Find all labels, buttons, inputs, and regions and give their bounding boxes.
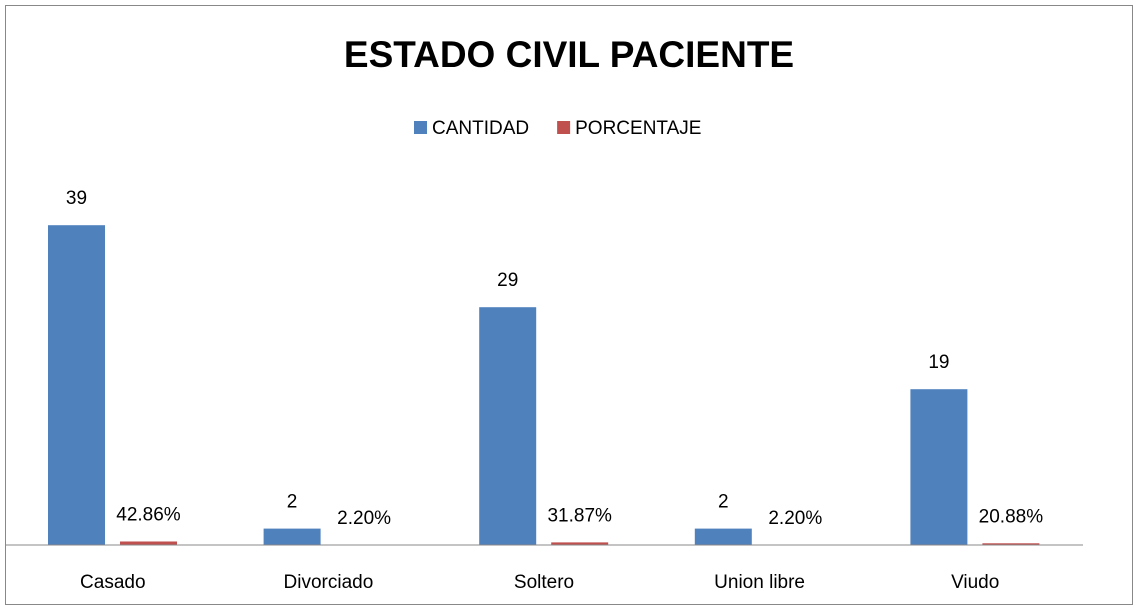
legend-label: CANTIDAD: [432, 118, 529, 139]
x-tick-label: Divorciado: [284, 572, 374, 593]
data-label: 2.20%: [337, 508, 391, 529]
data-label: 20.88%: [979, 506, 1044, 527]
chart-title: ESTADO CIVIL PACIENTE: [344, 34, 794, 75]
bar: [982, 543, 1040, 545]
legend-swatch: [557, 121, 571, 134]
data-label: 42.86%: [116, 505, 181, 526]
legend-label: PORCENTAJE: [575, 118, 701, 139]
x-tick-label: Soltero: [514, 572, 574, 593]
data-label: 29: [497, 270, 518, 291]
legend-swatch: [414, 121, 427, 134]
bar: [48, 225, 105, 545]
data-label: 2: [718, 492, 729, 513]
data-label: 2.20%: [768, 508, 822, 529]
x-tick-label: Union libre: [714, 572, 805, 593]
bar: [263, 528, 321, 545]
bar: [479, 307, 537, 545]
bar: [694, 528, 752, 545]
bar: [551, 542, 609, 545]
bar: [120, 541, 177, 545]
data-label: 39: [66, 188, 87, 209]
x-tick-label: Casado: [80, 572, 146, 593]
x-tick-label: Viudo: [951, 572, 999, 593]
data-label: 2: [287, 492, 298, 513]
bar: [910, 389, 968, 545]
data-label: 19: [928, 352, 949, 373]
data-label: 31.87%: [547, 505, 612, 526]
